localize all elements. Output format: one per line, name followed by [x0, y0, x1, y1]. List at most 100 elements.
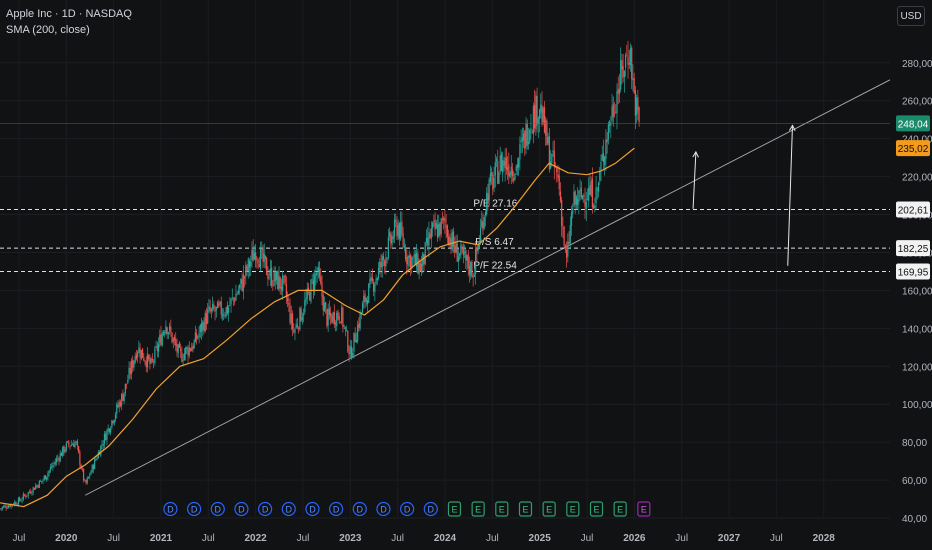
candle-body — [574, 191, 576, 205]
earnings-marker[interactable]: E — [471, 501, 485, 517]
earnings-marker[interactable]: E — [589, 501, 604, 517]
price-tick-label: 80,00 — [902, 438, 927, 449]
candle-body — [500, 154, 503, 172]
candle-body — [38, 480, 40, 488]
candle-body — [39, 480, 42, 482]
candle-body — [407, 255, 409, 267]
dividend-marker[interactable]: D — [329, 501, 344, 517]
time-tick-label: 2020 — [55, 533, 78, 544]
dividend-marker[interactable]: D — [305, 501, 320, 517]
candle-body — [600, 162, 602, 171]
candle-body — [604, 156, 606, 165]
candle-body — [343, 325, 345, 327]
earnings-marker[interactable]: E — [542, 501, 556, 517]
price-tick-label: 220,00 — [902, 173, 932, 184]
dividend-marker[interactable]: D — [210, 501, 225, 517]
candle-body — [227, 307, 230, 313]
candle-body — [223, 314, 225, 316]
candle-body — [361, 303, 364, 313]
time-tick-label: Jul — [675, 533, 688, 544]
earnings-marker[interactable]: E — [613, 501, 627, 517]
time-tick-label: Jul — [391, 533, 404, 544]
candle-body — [470, 261, 472, 276]
candle-body — [516, 164, 519, 168]
candle-body — [430, 228, 432, 238]
dividend-marker[interactable]: D — [234, 501, 249, 517]
candle-body — [338, 316, 340, 321]
candle-body — [460, 244, 462, 255]
currency-button[interactable]: USD — [897, 6, 925, 26]
candle-body — [579, 189, 581, 191]
candle-body — [275, 271, 278, 281]
candle-body — [447, 236, 450, 246]
candle-body — [341, 307, 343, 323]
dividend-marker[interactable]: D — [376, 501, 391, 517]
candle-body — [145, 361, 147, 367]
candle-body — [76, 440, 79, 446]
candle-body — [567, 241, 569, 257]
price-tick-label: 40,00 — [902, 514, 927, 525]
candle-body — [557, 174, 559, 178]
dividend-marker[interactable]: D — [163, 501, 178, 517]
level-badge-bg — [896, 201, 930, 218]
candle-body — [513, 177, 515, 181]
candle-body — [536, 95, 538, 126]
candle-body — [569, 225, 571, 244]
dividend-marker[interactable]: D — [400, 501, 415, 517]
dividend-marker[interactable]: D — [352, 501, 367, 517]
candle-body — [446, 226, 448, 237]
candle-body — [235, 293, 237, 301]
candle-body — [627, 57, 629, 65]
candle-body — [63, 446, 65, 453]
earnings-marker[interactable]: E — [518, 501, 533, 517]
candle-body — [10, 503, 12, 507]
candle-body — [618, 88, 621, 95]
dividend-marker[interactable]: D — [258, 501, 273, 517]
candle-body — [6, 507, 8, 509]
candle-body — [184, 347, 187, 355]
candle-body — [44, 475, 47, 480]
candle-body — [255, 252, 257, 261]
candle-body — [392, 236, 394, 239]
candle-body — [79, 452, 81, 465]
candle-body — [613, 113, 616, 115]
candle-body — [468, 266, 471, 275]
dividend-marker-ring — [258, 501, 273, 517]
last-price-badge-label: 248,04 — [898, 119, 929, 130]
earnings-marker-label: E — [451, 505, 457, 515]
candle-body — [330, 313, 332, 317]
earnings-marker[interactable]: E — [637, 501, 651, 517]
candle-body — [20, 500, 22, 502]
candle-body — [186, 347, 188, 350]
candle-body — [243, 276, 246, 279]
candle-body — [107, 428, 109, 432]
candle-body — [368, 283, 370, 303]
candle-body — [552, 150, 554, 153]
candle-body — [14, 501, 16, 505]
dividend-marker[interactable]: D — [186, 501, 202, 517]
dividend-marker[interactable]: D — [423, 501, 438, 517]
candle-body — [327, 308, 329, 326]
candle-body — [22, 494, 24, 500]
candle-body — [477, 244, 479, 251]
earnings-marker[interactable]: E — [495, 501, 509, 517]
candle-body — [565, 249, 568, 258]
earnings-marker[interactable]: E — [447, 501, 462, 517]
candle-body — [497, 160, 499, 184]
candle-body — [471, 262, 473, 278]
candle-body — [155, 346, 157, 348]
candle-body — [482, 221, 484, 231]
indicator-legend[interactable]: SMA (200, close) — [6, 24, 90, 36]
candle-body — [522, 133, 525, 141]
candle-body — [198, 332, 200, 338]
candle-body — [139, 348, 141, 358]
symbol-title[interactable]: Apple Inc · 1D · NASDAQ — [6, 8, 132, 20]
dividend-marker[interactable]: D — [281, 501, 296, 517]
candle-body — [119, 402, 122, 407]
candle-body — [515, 166, 517, 172]
earnings-marker[interactable]: E — [566, 501, 580, 517]
candle-body — [465, 250, 467, 260]
